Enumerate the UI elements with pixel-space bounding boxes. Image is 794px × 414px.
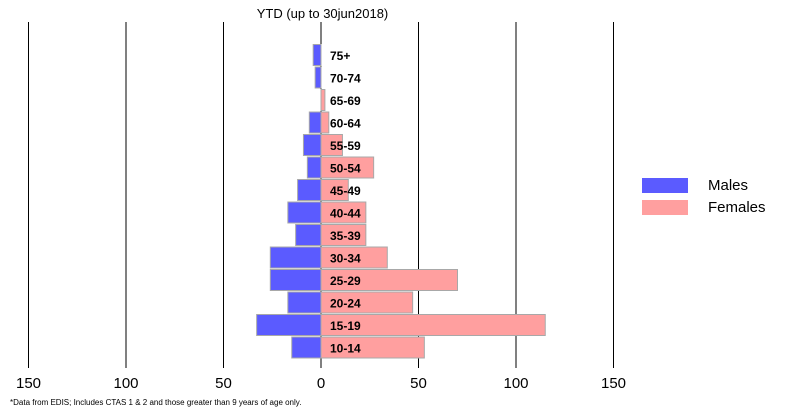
x-tick-label: 50	[215, 375, 232, 392]
age-group-label: 50-54	[330, 162, 361, 176]
x-tick-label: 100	[503, 375, 528, 392]
bar-males	[308, 111, 322, 134]
bar-females	[320, 314, 546, 336]
age-group-label: 25-29	[330, 274, 361, 288]
age-group-label: 45-49	[330, 184, 361, 198]
x-tick-label: 150	[16, 375, 41, 392]
bar-females	[320, 134, 343, 156]
bar-males	[291, 336, 322, 359]
age-group-label: 70-74	[330, 72, 361, 86]
bar-males	[287, 291, 322, 314]
x-tick-label: 100	[113, 375, 138, 392]
legend-swatch-males	[642, 177, 688, 193]
x-tick-label: 50	[410, 375, 427, 392]
bar-males	[306, 156, 322, 179]
bar-females	[320, 246, 388, 269]
age-group-label: 20-24	[330, 297, 361, 311]
bar-males	[269, 246, 322, 269]
legend-label-males: Males	[708, 176, 749, 194]
legend-label-females: Females	[708, 198, 766, 216]
age-group-label: 35-39	[330, 229, 361, 243]
age-group-label: 65-69	[330, 94, 361, 108]
chart-title: YTD (up to 30jun2018)	[256, 6, 389, 21]
bar-females	[320, 156, 375, 179]
bar-females	[320, 201, 367, 224]
footnote: *Data from EDIS; Includes CTAS 1 & 2 and…	[10, 398, 302, 407]
age-group-label: 30-34	[330, 252, 361, 266]
legend-swatch-females	[642, 199, 688, 215]
bar-males	[295, 224, 322, 246]
bar-females	[320, 89, 326, 111]
bar-males	[312, 44, 322, 66]
bar-females	[320, 269, 458, 291]
bar-males	[269, 269, 322, 291]
bar-males	[314, 66, 322, 89]
age-group-label: 15-19	[330, 319, 361, 333]
age-group-label: 55-59	[330, 139, 361, 153]
age-group-label: 10-14	[330, 342, 361, 356]
bar-females	[320, 179, 349, 201]
chart-legend: Males Females	[642, 174, 766, 218]
age-group-label: 75+	[330, 49, 350, 63]
bar-males	[302, 134, 322, 156]
legend-item-males: Males	[642, 174, 766, 196]
bar-females	[320, 224, 367, 246]
bar-females	[320, 111, 330, 134]
x-tick-label: 150	[601, 375, 626, 392]
age-group-label: 60-64	[330, 117, 361, 131]
x-tick-label: 0	[317, 375, 325, 392]
bar-females	[320, 336, 425, 359]
legend-item-females: Females	[642, 196, 766, 218]
bar-males	[297, 179, 322, 201]
bar-males	[256, 314, 322, 336]
bar-females	[320, 291, 414, 314]
bar-males	[287, 201, 322, 224]
age-group-label: 40-44	[330, 207, 361, 221]
